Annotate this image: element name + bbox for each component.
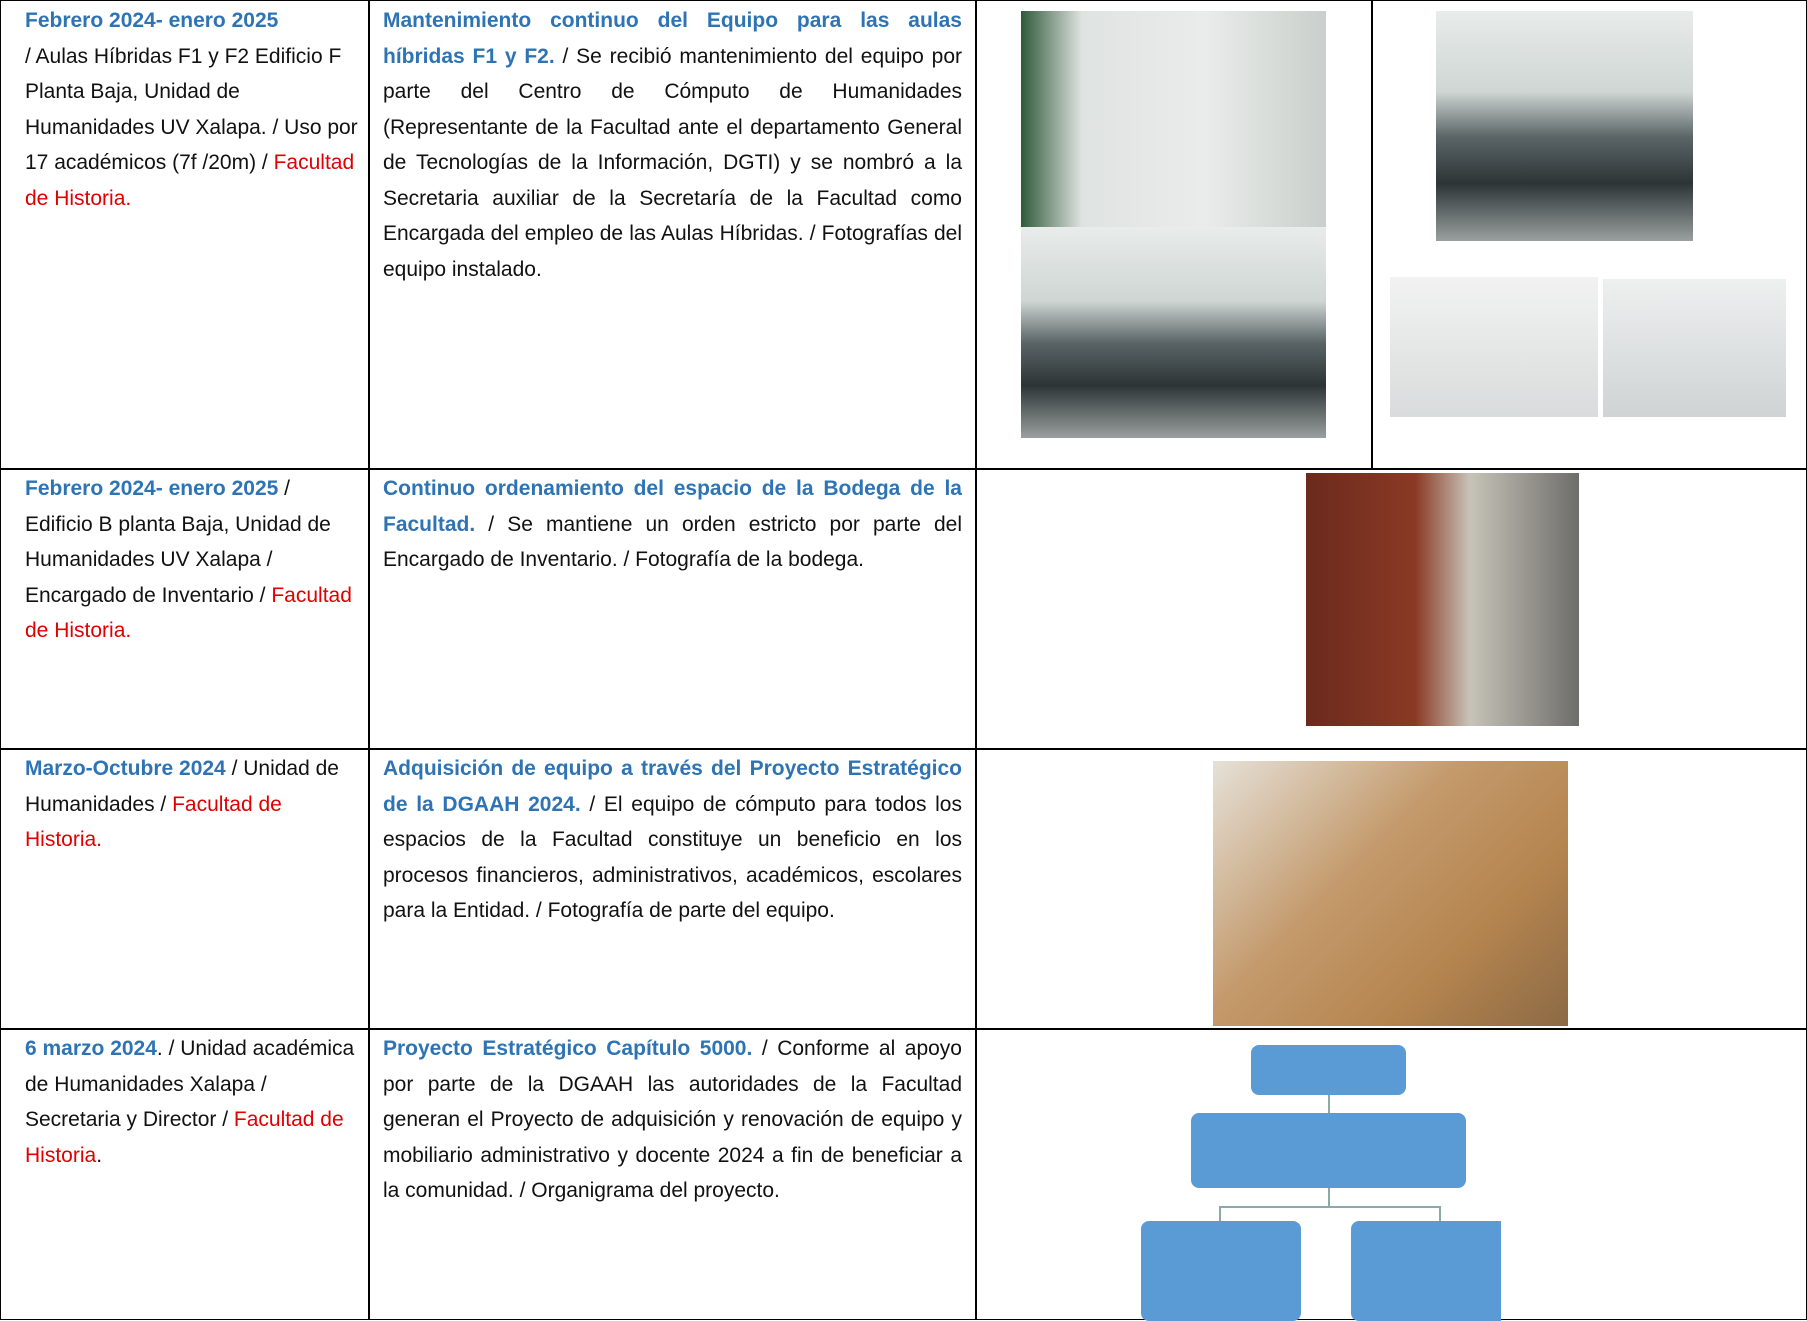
photo xyxy=(1021,227,1326,438)
details: . / Unidad académica de Humanidades Xala… xyxy=(25,1037,355,1131)
evidence-cell xyxy=(975,1028,1807,1321)
title: Adquisición de equipo a través del Proye… xyxy=(383,757,962,816)
date: Febrero 2024- enero 2025 xyxy=(25,477,279,500)
title: Proyecto Estratégico Capítulo 5000. xyxy=(383,1037,753,1060)
location-cell: Febrero 2024- enero 2025 / Aulas Híbridas… xyxy=(0,0,370,470)
org-box xyxy=(1141,1221,1301,1321)
location-cell: 6 marzo 2024. / Unidad académica de Huma… xyxy=(0,1028,370,1320)
divider xyxy=(1371,1,1373,469)
date: Febrero 2024- enero 2025 xyxy=(25,9,279,32)
photo xyxy=(1021,11,1326,227)
description: / Se recibió mantenimiento del equipo po… xyxy=(383,44,963,281)
connector xyxy=(1328,1095,1330,1113)
activity-cell: Mantenimiento continuo del Equipo para l… xyxy=(368,0,977,470)
photo xyxy=(1390,277,1598,417)
photo xyxy=(1603,279,1786,417)
evidence-cell xyxy=(975,468,1807,750)
activity-cell: Continuo ordenamiento del espacio de la … xyxy=(368,468,977,750)
description: / Se mantiene un orden estricto por part… xyxy=(383,512,962,572)
details: / Aulas Híbridas F1 y F2 Edificio F Plan… xyxy=(25,44,358,175)
org-box xyxy=(1351,1221,1501,1321)
activity-cell: Proyecto Estratégico Capítulo 5000. / Co… xyxy=(368,1028,977,1320)
activity-cell: Adquisición de equipo a través del Proye… xyxy=(368,748,977,1030)
entity: Facultad de Historia. xyxy=(25,151,355,210)
org-box xyxy=(1191,1113,1466,1188)
connector xyxy=(1328,1188,1330,1206)
description: / Conforme al apoyo por parte de la DGAA… xyxy=(383,1037,962,1202)
photo xyxy=(1306,473,1579,726)
entity: Facultad de Historia xyxy=(25,1108,344,1167)
connector xyxy=(1439,1206,1441,1221)
connector xyxy=(1219,1206,1221,1221)
location-cell: Febrero 2024- enero 2025 / Edificio B pl… xyxy=(0,468,370,750)
date: Marzo-Octubre 2024 xyxy=(25,757,226,780)
org-chart xyxy=(1141,1043,1501,1321)
title: Continuo ordenamiento del espacio de la … xyxy=(383,477,962,536)
photo xyxy=(1213,761,1568,1026)
location-cell: Marzo-Octubre 2024 / Unidad de Humanidad… xyxy=(0,748,370,1030)
entity: Facultad de Historia. xyxy=(25,792,282,852)
details: / Edificio B planta Baja, Unidad de Huma… xyxy=(25,477,331,607)
org-box xyxy=(1251,1045,1406,1095)
date: 6 marzo 2024 xyxy=(25,1037,157,1060)
description: / El equipo de cómputo para todos los es… xyxy=(383,792,962,923)
connector xyxy=(1219,1206,1439,1208)
entity: Facultad de Historia. xyxy=(25,583,352,643)
tail: . xyxy=(96,1143,103,1167)
title: Mantenimiento continuo del Equipo para l… xyxy=(383,9,962,68)
evidence-cell xyxy=(975,0,1807,470)
evidence-cell xyxy=(975,748,1807,1030)
photo xyxy=(1436,11,1693,241)
details: / Unidad de Humanidades / xyxy=(25,757,339,816)
